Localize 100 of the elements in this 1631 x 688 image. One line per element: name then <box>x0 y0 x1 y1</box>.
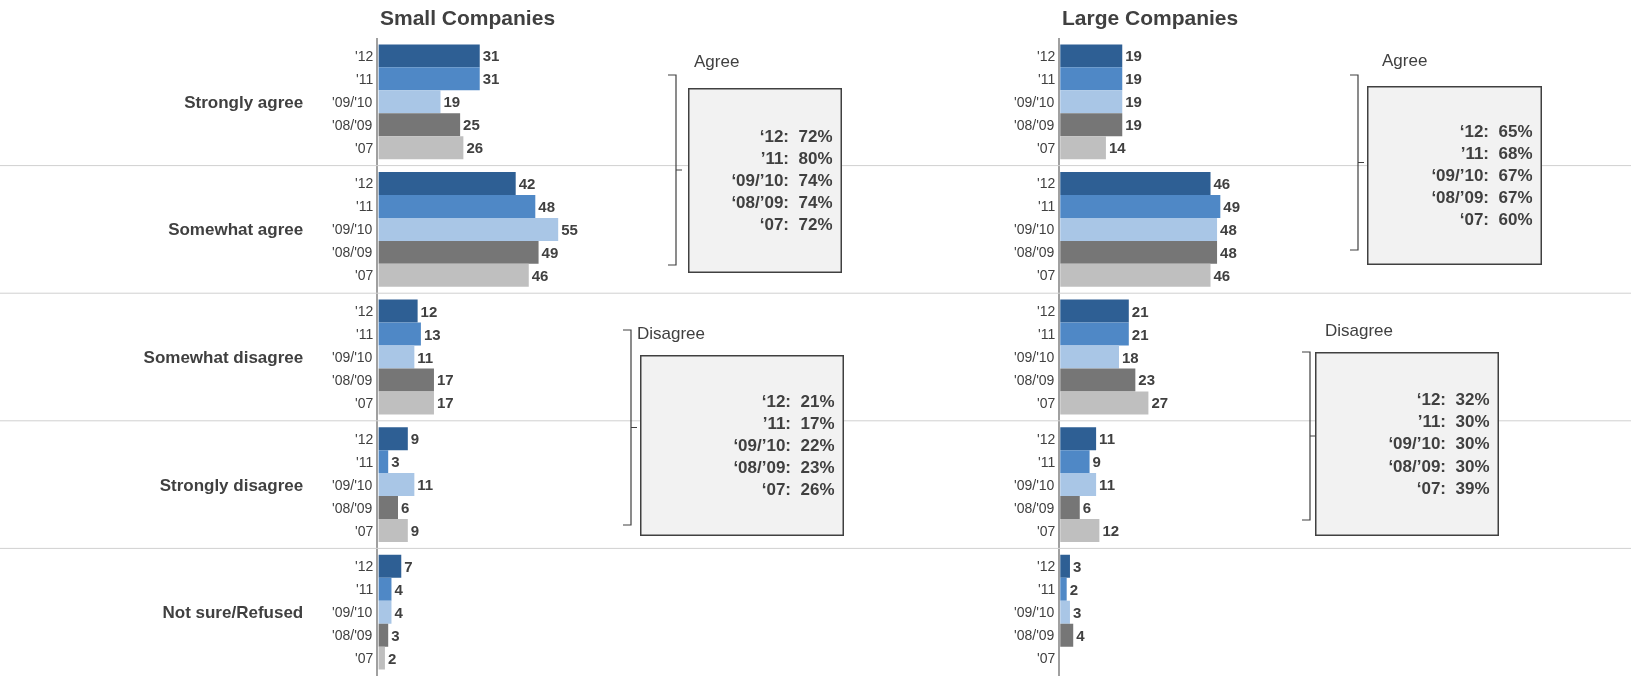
text: '09/'10 <box>332 604 373 620</box>
data-label: 18 <box>1121 348 1139 366</box>
data-label: 27 <box>1151 394 1169 412</box>
text: '07 <box>355 395 374 411</box>
bar <box>378 600 392 624</box>
bar <box>378 263 529 287</box>
bar <box>1060 263 1211 287</box>
data-label: 6 <box>401 499 410 517</box>
bar <box>378 368 434 392</box>
text: '12 <box>355 558 374 574</box>
series-label: '12 <box>1037 48 1056 64</box>
bar <box>378 90 441 114</box>
data-label: 12 <box>420 302 438 320</box>
data-label: 55 <box>561 220 578 238</box>
text: '07 <box>1037 395 1056 411</box>
text: '11 <box>356 581 374 597</box>
bar <box>378 577 392 601</box>
data-label: 21 <box>1131 302 1149 320</box>
bar <box>378 136 464 160</box>
bar <box>1060 623 1074 647</box>
data-label: 48 <box>1220 243 1237 261</box>
text: '11 <box>1038 198 1056 214</box>
text: '12 <box>1037 431 1056 447</box>
text: ‘12: 72% ’11: 80% ‘09/’10: 74% ‘08/’09: 74% ‘07: 72% <box>731 126 833 235</box>
text: '07 <box>1037 650 1056 666</box>
text: ‘12: 65% ’11: 68% ‘09/’10: 67% ‘08/’09: 67% ‘07: 60% <box>1431 121 1533 230</box>
data-label: 2 <box>387 649 397 667</box>
bar <box>378 67 480 91</box>
data-label: 4 <box>1076 626 1086 644</box>
data-label: 46 <box>1213 174 1231 192</box>
text: '09/'10 <box>332 477 373 493</box>
data-label: 11 <box>1099 476 1115 494</box>
bar <box>1060 554 1070 578</box>
data-label: 19 <box>443 93 461 111</box>
text: '08/'09 <box>1014 627 1055 643</box>
bar <box>1060 67 1123 91</box>
bar <box>378 171 516 195</box>
bar <box>1060 577 1067 601</box>
bar <box>378 496 398 520</box>
bar <box>1060 299 1129 323</box>
series-label: '08/'09 <box>1014 117 1055 133</box>
data-label: 11 <box>1099 430 1115 448</box>
series-label: '08/'09 <box>332 117 373 133</box>
data-label: 7 <box>404 557 413 575</box>
text: '09/'10 <box>1014 477 1055 493</box>
bar <box>378 450 389 474</box>
text: '08/'09 <box>332 627 373 643</box>
chart-title: Small Companies <box>380 6 556 29</box>
series-label: '11 <box>356 71 374 87</box>
data-label: 3 <box>391 626 400 644</box>
data-label: 46 <box>1213 266 1231 284</box>
series-label: '09/'10 <box>1014 94 1055 110</box>
data-label: 49 <box>1223 197 1241 215</box>
text: '08/'09 <box>332 372 373 388</box>
text: '09/'10 <box>1014 604 1055 620</box>
data-label: 13 <box>423 325 441 343</box>
bar <box>378 623 389 647</box>
data-label: 48 <box>1220 220 1237 238</box>
data-label: 17 <box>436 394 454 412</box>
data-label: 9 <box>410 522 420 540</box>
bar <box>1060 450 1090 474</box>
data-label: 23 <box>1138 371 1156 389</box>
text: Disagree <box>637 324 706 343</box>
data-label: 48 <box>538 197 555 215</box>
data-label: 2 <box>1069 580 1079 598</box>
text: '11 <box>356 198 374 214</box>
data-label: 25 <box>463 116 480 134</box>
text: '09/'10 <box>1014 349 1055 365</box>
text: '12 <box>355 175 374 191</box>
bar <box>1060 473 1097 497</box>
y-tick-label: Somewhat agree <box>168 220 304 240</box>
text: '12 <box>355 431 374 447</box>
data-label: 3 <box>1072 557 1082 575</box>
bar <box>1060 90 1123 114</box>
text: '11 <box>1038 581 1056 597</box>
text: Agree <box>694 52 740 71</box>
y-tick-label: Somewhat disagree <box>143 347 304 367</box>
text: '08/'09 <box>1014 372 1055 388</box>
data-label: 31 <box>482 70 500 88</box>
bar <box>1060 368 1136 392</box>
data-label: 3 <box>391 453 400 471</box>
data-label: 21 <box>1131 325 1149 343</box>
text: Disagree <box>1325 321 1394 340</box>
text: '07 <box>1037 523 1056 539</box>
data-label: 4 <box>394 603 404 621</box>
data-label: 4 <box>394 580 404 598</box>
text: '12 <box>1037 558 1056 574</box>
data-label: 9 <box>410 430 420 448</box>
data-label: 6 <box>1082 499 1092 517</box>
data-label: 19 <box>1125 47 1142 65</box>
data-label: 19 <box>1125 93 1142 111</box>
data-label: 14 <box>1108 139 1127 157</box>
chart-title: Large Companies <box>1062 6 1239 29</box>
series-label: '12 <box>355 48 374 64</box>
text: '07 <box>355 267 374 283</box>
y-tick-label: Not sure/Refused <box>162 603 304 623</box>
bar <box>1060 136 1106 160</box>
text: '11 <box>1038 326 1056 342</box>
bar <box>1060 600 1070 624</box>
bar <box>378 113 461 137</box>
